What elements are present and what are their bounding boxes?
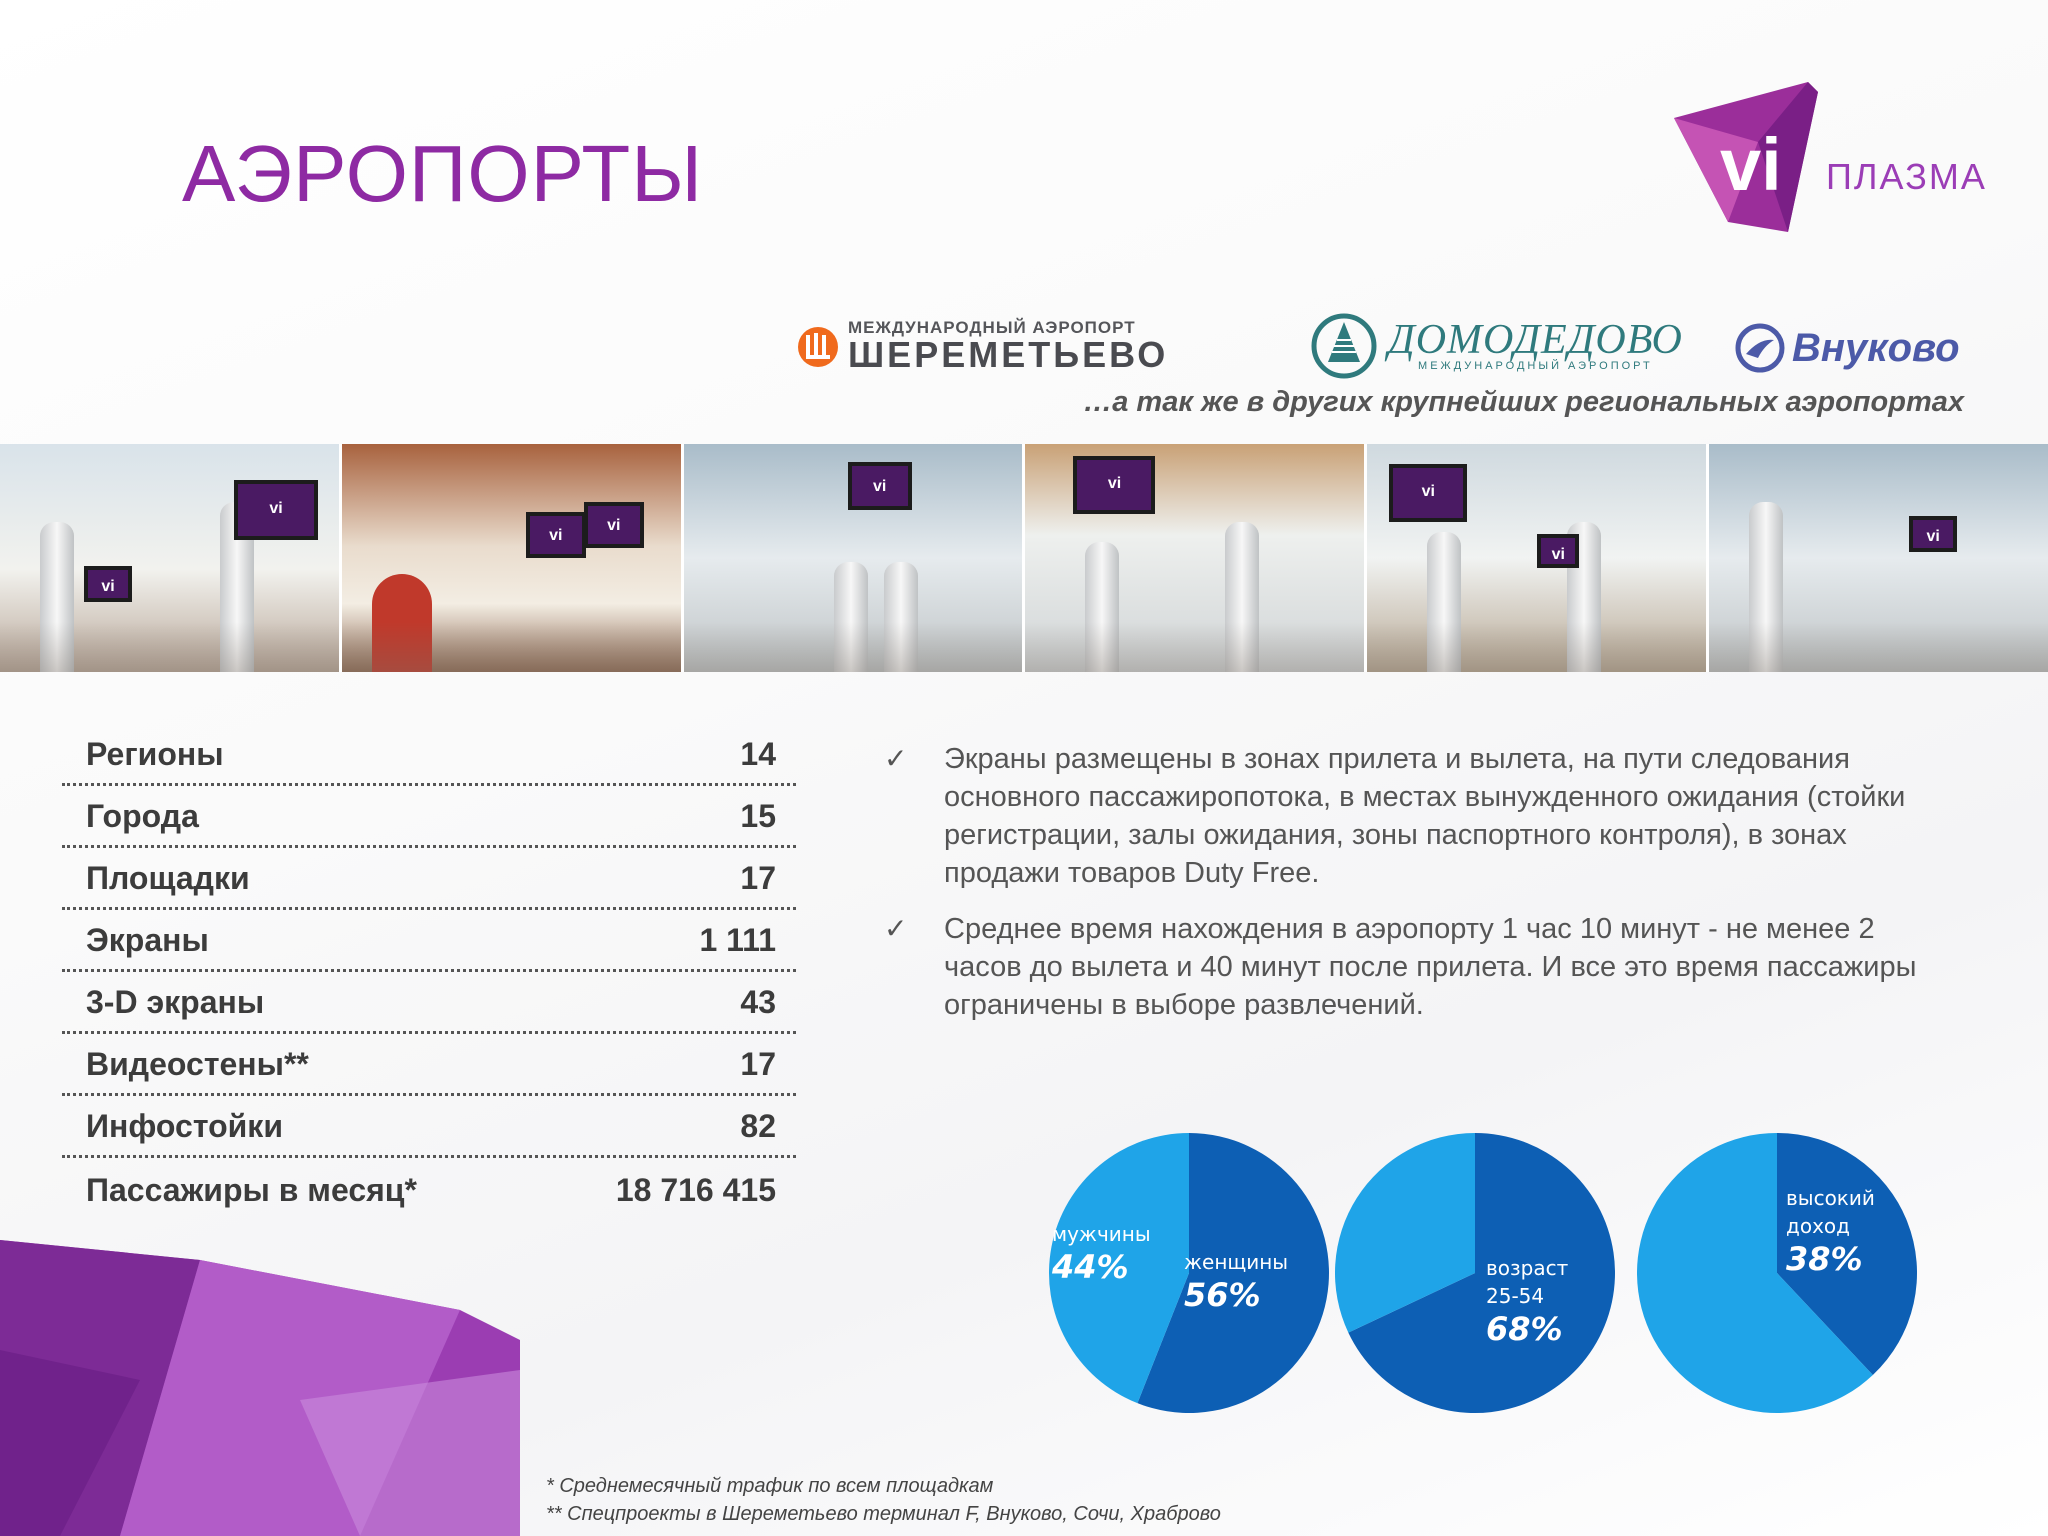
pie-value-income: 38%: [1786, 1240, 1863, 1278]
pie-label-age: возраст 25-54: [1486, 1256, 1569, 1308]
vi-plazma-logo: vi: [1674, 82, 1818, 232]
stat-row-video-walls: Видеостены** 17: [62, 1036, 796, 1096]
stat-label: Экраны: [86, 922, 209, 958]
bullet-item: ✓ Экраны размещены в зонах прилета и выл…: [884, 740, 1954, 892]
stat-label: Инфостойки: [86, 1108, 283, 1144]
vnukovo-name: Внуково: [1792, 325, 1960, 370]
pie-slice-high-income: [1777, 1133, 1918, 1376]
stat-label: Видеостены**: [86, 1046, 309, 1082]
age-pie-svg: [1334, 1133, 1615, 1413]
stat-row-3d-screens: 3-D экраны 43: [62, 974, 796, 1034]
pie-label-income: высокий доход: [1786, 1186, 1875, 1238]
checkmark-icon: ✓: [884, 913, 908, 944]
stat-value: 43: [740, 984, 776, 1020]
income-pie: высокий доход 38%: [1632, 1128, 1922, 1418]
stat-label: Площадки: [86, 860, 250, 896]
footnotes: * Среднемесячный трафик по всем площадка…: [546, 1472, 1221, 1528]
stat-row-screens: Экраны 1 111: [62, 912, 796, 972]
pie-slice-other-income: [1637, 1133, 1873, 1413]
vnukovo-icon: [1735, 323, 1785, 373]
airport-photo: [1709, 444, 2048, 672]
domodedovo-name: ДОМОДЕДОВО: [1388, 317, 1683, 363]
pie-slice-men: [1048, 1133, 1189, 1404]
gender-pie-svg: [1048, 1133, 1329, 1413]
stat-value: 1 111: [699, 922, 776, 958]
domodedovo-subtitle: МЕЖДУНАРОДНЫЙ АЭРОПОРТ: [1418, 360, 1653, 372]
stat-label: Города: [86, 798, 199, 834]
pie-label-women: женщины: [1184, 1250, 1289, 1274]
bullet-text: Экраны размещены в зонах прилета и вылет…: [944, 743, 1906, 889]
pie-slice-age-25-54: [1348, 1133, 1615, 1413]
airport-photo: [683, 444, 1026, 672]
bullet-text: Среднее время нахождения в аэропорту 1 ч…: [944, 913, 1917, 1021]
pie-slice-age-other: [1334, 1133, 1475, 1333]
stat-value: 14: [740, 736, 776, 772]
pie-value-age: 68%: [1486, 1310, 1563, 1348]
airport-photo: [1025, 444, 1368, 672]
income-pie-svg: [1637, 1133, 1918, 1413]
footnote-traffic: * Среднемесячный трафик по всем площадка…: [546, 1475, 994, 1497]
age-pie: возраст 25-54 68%: [1330, 1128, 1620, 1418]
stat-value: 15: [740, 798, 776, 834]
stat-row-venues: Площадки 17: [62, 850, 796, 910]
stat-value: 17: [740, 860, 776, 896]
stat-value: 18 716 415: [615, 1171, 776, 1208]
airport-photo: [1367, 444, 1710, 672]
pie-value-women: 56%: [1184, 1276, 1261, 1314]
sheremetyevo-subtitle: МЕЖДУНАРОДНЫЙ АЭРОПОРТ: [848, 318, 1136, 337]
airport-photo: [341, 444, 684, 672]
stat-row-passengers: Пассажиры в месяц* 18 716 415: [62, 1160, 796, 1220]
stat-row-info-stands: Инфостойки 82: [62, 1098, 796, 1158]
brand-word: ПЛАЗМА: [1826, 156, 1987, 197]
stat-label: Пассажиры в месяц*: [86, 1171, 417, 1208]
stat-label: 3-D экраны: [86, 984, 265, 1020]
stat-value: 82: [740, 1108, 776, 1144]
airport-photo: [0, 444, 342, 672]
domodedovo-logo: ДОМОДЕДОВО МЕЖДУНАРОДНЫЙ АЭРОПОРТ: [1310, 312, 1683, 380]
sheremetyevo-icon: [798, 327, 838, 367]
pie-value-men: 44%: [1052, 1248, 1129, 1286]
stat-row-cities: Города 15: [62, 788, 796, 848]
audience-pie-charts: мужчины 44% женщины 56% возраст 25-54 68…: [1044, 1128, 1924, 1418]
stat-label: Регионы: [86, 736, 224, 772]
sheremetyevo-logo: МЕЖДУНАРОДНЫЙ АЭРОПОРТ ШЕРЕМЕТЬЕВО: [796, 318, 1169, 375]
stat-value: 17: [740, 1046, 776, 1082]
svg-text:vi: vi: [1720, 123, 1782, 206]
sheremetyevo-name: ШЕРЕМЕТЬЕВО: [848, 334, 1169, 375]
stat-row-regions: Регионы 14: [62, 726, 796, 786]
pie-slice-women: [1137, 1133, 1329, 1413]
purple-decoration: [0, 1240, 520, 1536]
airport-photo-strip: [0, 444, 2048, 672]
stats-table: Регионы 14 Города 15 Площадки 17 Экраны 1 11…: [62, 726, 796, 1222]
pie-label-men: мужчины: [1052, 1222, 1151, 1246]
tagline: …а так же в других крупнейших региональн…: [1083, 386, 1964, 418]
domodedovo-icon: [1311, 313, 1377, 379]
bullet-item: ✓ Среднее время нахождения в аэропорту 1…: [884, 910, 1954, 1024]
page-title: АЭРОПОРТЫ: [182, 129, 704, 218]
bullet-list: ✓ Экраны размещены в зонах прилета и выл…: [884, 740, 1954, 1042]
vnukovo-logo: Внуково: [1734, 322, 1960, 374]
checkmark-icon: ✓: [884, 743, 908, 774]
footnote-special-projects: ** Спецпроекты в Шереметьево терминал F,…: [546, 1503, 1221, 1525]
gender-pie: мужчины 44% женщины 56%: [1044, 1128, 1334, 1418]
